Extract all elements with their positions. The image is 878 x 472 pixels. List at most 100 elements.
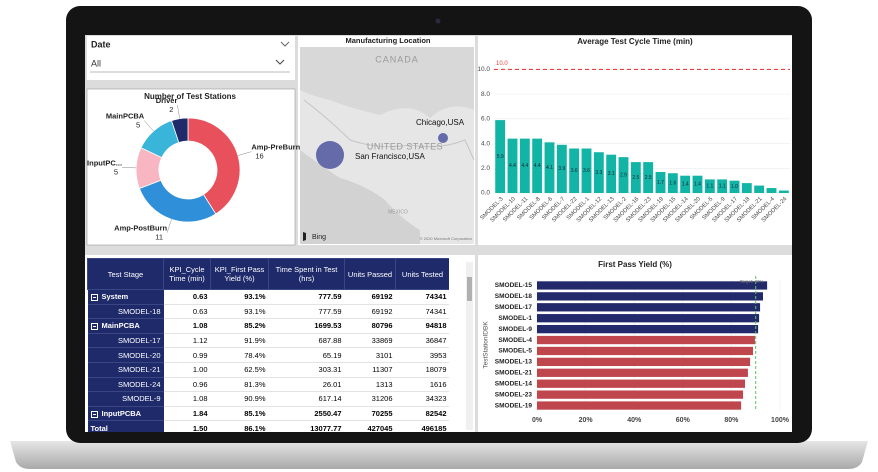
table-cell: 69192 — [344, 304, 396, 320]
cell-text: 69192 — [371, 292, 393, 302]
cell-text: MainPCBA — [101, 321, 140, 331]
table-cell: 65.19 — [268, 347, 345, 363]
cell-text: 36847 — [425, 336, 447, 346]
value-label: 4.4 — [521, 163, 528, 169]
bar — [537, 390, 744, 399]
cell-text: 0.63 — [192, 306, 208, 316]
leader-line — [122, 167, 137, 169]
cell-text: SMODEL-21 — [117, 365, 161, 375]
y-tick-label: SMODEL-21 — [495, 370, 533, 377]
value-label: 1.0 — [731, 184, 738, 190]
collapse-icon[interactable] — [90, 293, 98, 301]
bar — [655, 171, 666, 193]
cell-text: 3953 — [429, 350, 447, 360]
table-cell: 94818 — [395, 318, 449, 334]
x-tick-label: 60% — [676, 417, 691, 424]
table-cell: 18079 — [395, 362, 449, 378]
cell-text: 0.96 — [192, 379, 208, 389]
bar — [537, 324, 759, 334]
bar — [667, 173, 678, 193]
value-label: 3.6 — [583, 168, 590, 174]
cell-text: 1.00 — [192, 365, 208, 375]
cell-text: 93.1% — [244, 306, 266, 316]
location-label: Chicago,USA — [416, 118, 465, 127]
y-tick-label: 8.0 — [481, 91, 490, 98]
bar — [519, 138, 530, 193]
value-label: 1.6 — [669, 180, 676, 186]
table-row: SMODEL-20 0.99 78.4% 65.19 3101 3953 — [87, 347, 449, 363]
table-row: SMODEL-24 0.96 81.3% 26.01 1313 1616 — [87, 377, 449, 393]
y-tick-label: SMODEL-14 — [495, 380, 533, 387]
cell-text: 91.9% — [244, 336, 266, 346]
value-label: 3.3 — [595, 170, 602, 176]
cell-text: 303.31 — [318, 365, 342, 375]
table-cell: 427045 — [344, 420, 396, 432]
collapse-icon[interactable] — [90, 323, 98, 330]
dropdown-icon[interactable] — [275, 59, 285, 65]
table-cell: 74341 — [395, 289, 449, 305]
y-tick-label: SMODEL-17 — [495, 304, 533, 311]
table-cell: 62.5% — [210, 362, 269, 378]
scrollbar[interactable] — [466, 262, 473, 430]
cell-text: 78.4% — [244, 350, 266, 360]
table-cell: 34323 — [395, 391, 449, 407]
slice-label: Amp-PreBurn — [251, 143, 300, 152]
y-tick-label: SMODEL-4 — [498, 337, 532, 344]
bing-logo — [303, 232, 306, 241]
cell-text: 18079 — [425, 365, 447, 375]
column-header[interactable]: Test Stage — [87, 258, 164, 290]
map-label: CANADA — [375, 54, 419, 64]
map-bubble[interactable] — [438, 133, 448, 143]
table-cell: 2550.47 — [268, 406, 345, 422]
column-header[interactable]: Units Tested — [395, 258, 449, 290]
column-header[interactable]: Units Passed — [344, 258, 396, 290]
table-row: InputPCBA 1.84 85.1% 2550.47 70255 82542 — [87, 406, 449, 422]
column-header[interactable]: KPI_First Pass Yield (%) — [210, 258, 269, 290]
cell-text: 496185 — [421, 423, 447, 432]
panel-title: Manufacturing Location — [346, 36, 431, 45]
table-cell: 80796 — [344, 318, 396, 334]
cell-text: SMODEL-9 — [122, 394, 161, 404]
table-row: SMODEL-21 1.00 62.5% 303.31 11307 18079 — [87, 362, 449, 378]
bar — [537, 335, 755, 345]
value-label: 4.1 — [546, 165, 553, 171]
bar — [593, 152, 604, 193]
x-tick-label: 80% — [724, 417, 739, 424]
collapse-icon[interactable] — [90, 410, 98, 418]
data-table: Test Stage KPI_Cycle Time (min) KPI_First … — [87, 258, 449, 432]
table-cell: 1.08 — [163, 318, 211, 334]
map-label: MEXICO — [388, 209, 408, 215]
slice-label: Amp-PostBurn — [114, 224, 167, 233]
table-cell: 1616 — [395, 377, 449, 393]
target-label: 10.0 — [496, 61, 508, 67]
cell-text: 0.63 — [192, 292, 208, 302]
laptop-base — [10, 441, 868, 469]
bar — [537, 314, 760, 323]
table-cell: System — [87, 289, 164, 305]
column-header[interactable]: KPI_Cycle Time (min) — [163, 258, 211, 290]
bar — [581, 148, 592, 193]
scroll-thumb[interactable] — [467, 277, 472, 301]
table-cell: 13077.77 — [268, 420, 345, 432]
map-provider: Bing — [312, 234, 326, 241]
table-row: SMODEL-9 1.08 90.9% 617.14 31206 34323 — [87, 391, 449, 407]
bar — [630, 162, 641, 193]
panel-title: Average Test Cycle Time (min) — [577, 37, 693, 46]
table-cell: 777.59 — [268, 289, 345, 305]
bar — [537, 379, 746, 388]
value-label: 3.6 — [571, 168, 578, 174]
table-cell: 26.01 — [268, 377, 345, 393]
y-axis-title: TestStationIDBK — [483, 321, 490, 369]
table-cell: 0.63 — [163, 304, 211, 320]
table-cell: 90.9% — [210, 391, 269, 407]
table-cell: 0.96 — [163, 377, 211, 393]
slicer-value[interactable]: All — [91, 58, 101, 68]
column-header[interactable]: Time Spent in Test (hrs) — [268, 258, 345, 290]
table-cell: 3101 — [344, 347, 396, 363]
slice-value: 16 — [255, 152, 263, 161]
table-cell: 1.08 — [163, 391, 211, 407]
bar — [537, 292, 763, 301]
cell-text: System — [101, 292, 129, 302]
map-bubble[interactable] — [316, 141, 344, 169]
table-cell: 3953 — [395, 347, 449, 363]
